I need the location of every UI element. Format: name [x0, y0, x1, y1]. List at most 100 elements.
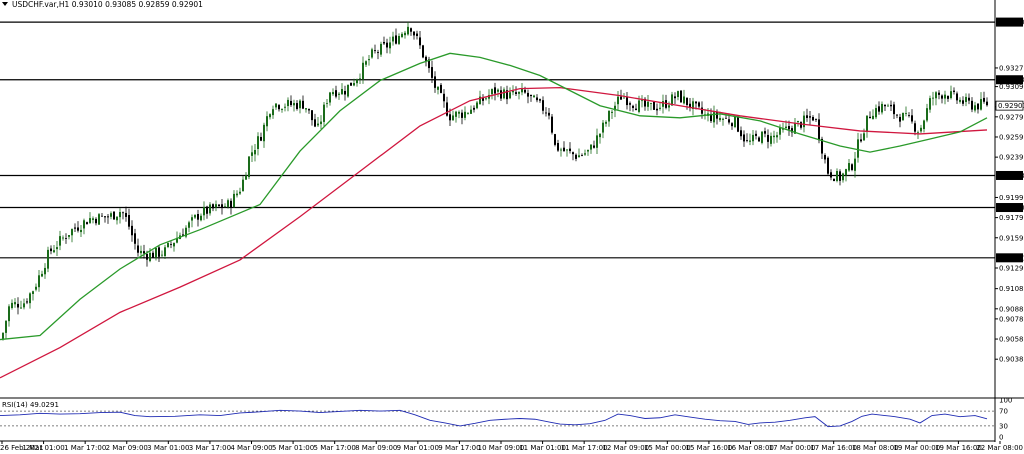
candle-body[interactable]	[986, 101, 988, 106]
candle-body[interactable]	[572, 152, 574, 155]
candle-body[interactable]	[446, 102, 448, 116]
candle-body[interactable]	[398, 35, 400, 44]
candle-body[interactable]	[248, 156, 250, 178]
candle-body[interactable]	[218, 204, 220, 206]
candle-body[interactable]	[824, 155, 826, 160]
candle-body[interactable]	[536, 97, 538, 101]
candle-body[interactable]	[173, 242, 175, 247]
candle-body[interactable]	[896, 114, 898, 116]
candle-body[interactable]	[200, 215, 202, 221]
candle-body[interactable]	[449, 114, 451, 121]
candle-body[interactable]	[965, 96, 967, 103]
candle-body[interactable]	[104, 216, 106, 218]
candle-body[interactable]	[368, 59, 370, 61]
candle-body[interactable]	[323, 104, 325, 122]
candle-body[interactable]	[674, 96, 676, 99]
candle-body[interactable]	[944, 94, 946, 99]
candle-body[interactable]	[692, 101, 694, 109]
candle-body[interactable]	[713, 112, 715, 123]
candle-body[interactable]	[611, 111, 613, 113]
candle-body[interactable]	[293, 103, 295, 106]
candle-body[interactable]	[161, 254, 163, 256]
candle-body[interactable]	[656, 108, 658, 111]
candle-body[interactable]	[740, 130, 742, 137]
candle-body[interactable]	[428, 59, 430, 69]
candle-body[interactable]	[791, 128, 793, 133]
candle-body[interactable]	[419, 37, 421, 46]
candle-body[interactable]	[242, 179, 244, 192]
candle-body[interactable]	[974, 105, 976, 111]
candle-body[interactable]	[731, 123, 733, 127]
candle-body[interactable]	[788, 126, 790, 130]
candle-body[interactable]	[359, 78, 361, 80]
candle-body[interactable]	[512, 90, 514, 93]
candle-body[interactable]	[887, 105, 889, 107]
candle-body[interactable]	[497, 89, 499, 92]
candle-body[interactable]	[170, 244, 172, 245]
candle-body[interactable]	[410, 28, 412, 32]
candle-body[interactable]	[305, 108, 307, 110]
candle-body[interactable]	[686, 97, 688, 105]
candle-body[interactable]	[494, 87, 496, 94]
candle-body[interactable]	[74, 227, 76, 229]
candle-body[interactable]	[560, 149, 562, 151]
candle-body[interactable]	[458, 111, 460, 114]
candle-body[interactable]	[710, 113, 712, 122]
candle-body[interactable]	[836, 171, 838, 181]
candle-body[interactable]	[839, 171, 841, 181]
candle-body[interactable]	[197, 214, 199, 220]
candle-body[interactable]	[956, 93, 958, 101]
candle-body[interactable]	[395, 35, 397, 44]
candle-body[interactable]	[212, 204, 214, 209]
candle-body[interactable]	[737, 117, 739, 132]
candle-body[interactable]	[461, 112, 463, 118]
candle-body[interactable]	[530, 94, 532, 97]
candle-body[interactable]	[548, 112, 550, 116]
candle-body[interactable]	[263, 124, 265, 142]
candle-body[interactable]	[830, 172, 832, 178]
candle-body[interactable]	[716, 112, 718, 119]
candle-body[interactable]	[83, 220, 85, 229]
candle-body[interactable]	[878, 106, 880, 112]
candle-body[interactable]	[677, 91, 679, 98]
candle-body[interactable]	[29, 293, 31, 304]
candle-body[interactable]	[797, 121, 799, 123]
candle-body[interactable]	[821, 138, 823, 154]
candle-body[interactable]	[137, 245, 139, 253]
candle-body[interactable]	[77, 227, 79, 231]
candle-body[interactable]	[932, 97, 934, 99]
candle-body[interactable]	[518, 91, 520, 94]
candle-body[interactable]	[854, 158, 856, 171]
candle-body[interactable]	[44, 267, 46, 275]
candle-body[interactable]	[188, 222, 190, 228]
candle-body[interactable]	[668, 105, 670, 108]
candle-body[interactable]	[899, 116, 901, 122]
candle-body[interactable]	[371, 49, 373, 58]
candle-body[interactable]	[761, 131, 763, 143]
candle-body[interactable]	[728, 119, 730, 123]
candle-body[interactable]	[803, 115, 805, 128]
candle-body[interactable]	[356, 79, 358, 84]
candle-body[interactable]	[641, 100, 643, 102]
candle-body[interactable]	[209, 204, 211, 214]
candle-body[interactable]	[689, 103, 691, 108]
candle-body[interactable]	[554, 134, 556, 145]
candle-body[interactable]	[596, 135, 598, 148]
candle-body[interactable]	[191, 217, 193, 221]
candle-body[interactable]	[167, 243, 169, 248]
candle-body[interactable]	[767, 134, 769, 142]
candle-body[interactable]	[260, 136, 262, 141]
candle-body[interactable]	[551, 116, 553, 133]
fast-moving-average-line[interactable]	[0, 52, 988, 341]
candle-body[interactable]	[182, 234, 184, 236]
candle-body[interactable]	[116, 216, 118, 221]
candle-body[interactable]	[341, 89, 343, 95]
candle-body[interactable]	[128, 215, 130, 227]
candle-body[interactable]	[8, 306, 10, 322]
candle-body[interactable]	[848, 163, 850, 171]
candle-body[interactable]	[845, 169, 847, 176]
candle-body[interactable]	[275, 103, 277, 108]
candle-body[interactable]	[515, 92, 517, 94]
candle-body[interactable]	[890, 104, 892, 107]
